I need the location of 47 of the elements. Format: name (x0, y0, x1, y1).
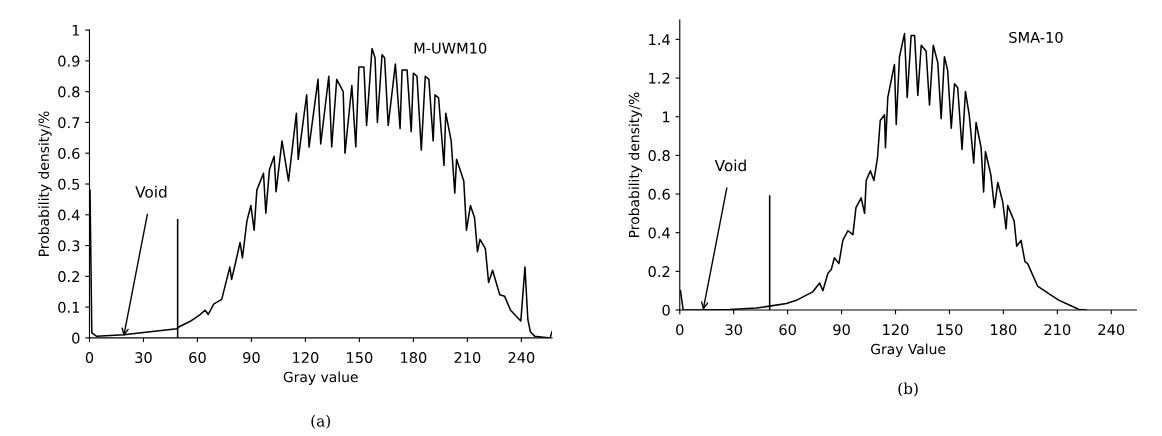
y-tick-label: 0.1 (58, 301, 80, 313)
y-tick-label: 0.5 (58, 178, 80, 190)
y-tick-label: 0.4 (58, 209, 80, 221)
x-tick-label: 120 (883, 324, 909, 336)
y-tick-label: 1 (72, 24, 80, 36)
x-tick-label: 90 (833, 324, 850, 336)
annotation: Void (714, 159, 746, 172)
y-tick-label: 0.6 (648, 188, 670, 200)
x-tick-label: 30 (725, 324, 743, 336)
y-tick-label: 0.2 (58, 271, 79, 283)
x-axis-title: Gray value (283, 371, 358, 385)
x-tick-label: 60 (779, 324, 796, 336)
y-tick-label: 1.2 (649, 72, 670, 84)
x-tick-label: 240 (508, 352, 535, 364)
x-axis-title: Gray Value (871, 343, 946, 357)
text: (b) (898, 382, 918, 397)
y-tick-label: 0.3 (58, 240, 80, 252)
y-tick-label: 1.4 (649, 34, 670, 45)
x-tick-label: 0 (85, 352, 94, 364)
annotation: M-UWM10 (414, 42, 487, 54)
x-tick-label: 150 (937, 324, 963, 336)
y-tick-label: 0 (72, 332, 80, 344)
x-tick-label: 120 (293, 352, 319, 364)
text: (a) (311, 414, 331, 429)
annotation: SMA-10 (1009, 31, 1063, 43)
x-tick-label: 180 (991, 324, 1017, 336)
y-axis-title: Probability density/% (38, 111, 52, 256)
y-tick-label: 0.2 (648, 266, 670, 278)
y-tick-label: 0.7 (58, 117, 80, 129)
y-tick-label: 0.8 (648, 150, 670, 162)
y-tick-label: 0.4 (648, 227, 670, 239)
annotation: Void (135, 185, 167, 198)
y-axis-title: Probability density/% (628, 92, 642, 237)
y-tick-label: 0.8 (58, 86, 80, 98)
x-tick-label: 30 (135, 352, 152, 364)
x-tick-label: 210 (454, 352, 481, 364)
x-tick-label: 0 (676, 324, 684, 336)
x-tick-label: 210 (1044, 324, 1071, 336)
x-tick-label: 150 (347, 352, 373, 364)
x-tick-label: 240 (1098, 324, 1125, 336)
y-tick-label: 0.9 (58, 55, 80, 67)
x-tick-label: 180 (401, 352, 427, 364)
y-tick-label: 0.6 (58, 147, 80, 159)
y-tick-label: 1 (663, 111, 670, 123)
x-tick-label: 60 (189, 352, 206, 364)
x-tick-label: 90 (243, 352, 260, 364)
y-tick-label: 0 (662, 304, 670, 316)
